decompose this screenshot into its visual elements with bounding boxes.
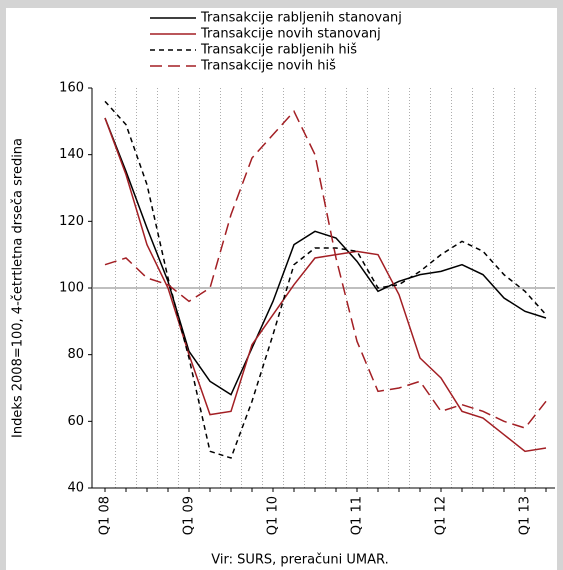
x-tick-label: Q1 10 (266, 496, 281, 535)
source-note: Vir: SURS, preračuni UMAR. (211, 553, 388, 568)
series-line (104, 110, 547, 429)
y-tick-label: 80 (67, 347, 84, 362)
x-tick-label: Q1 12 (434, 496, 449, 535)
series-line (104, 117, 547, 396)
y-tick-label: 40 (67, 481, 84, 496)
series-line (104, 117, 547, 453)
x-tick-label: Q1 13 (518, 496, 533, 535)
y-axis-label: Indeks 2008=100, 4-četrtletna drseča sre… (11, 138, 26, 438)
x-tick-label: Q1 09 (182, 496, 197, 535)
y-tick-label: 60 (67, 414, 84, 429)
y-tick-label: 120 (59, 214, 84, 229)
legend-label: Transakcije rabljenih hiš (200, 43, 357, 58)
panel (6, 8, 557, 570)
legend-label: Transakcije rabljenih stanovanj (200, 11, 402, 26)
x-tick-label: Q1 08 (98, 496, 113, 535)
y-tick-label: 140 (59, 147, 84, 162)
series-line (104, 100, 547, 459)
y-tick-label: 160 (59, 81, 84, 96)
x-tick-label: Q1 11 (350, 496, 365, 535)
legend-label: Transakcije novih stanovanj (200, 27, 381, 42)
y-tick-label: 100 (59, 281, 84, 296)
legend-label: Transakcije novih hiš (200, 59, 336, 74)
